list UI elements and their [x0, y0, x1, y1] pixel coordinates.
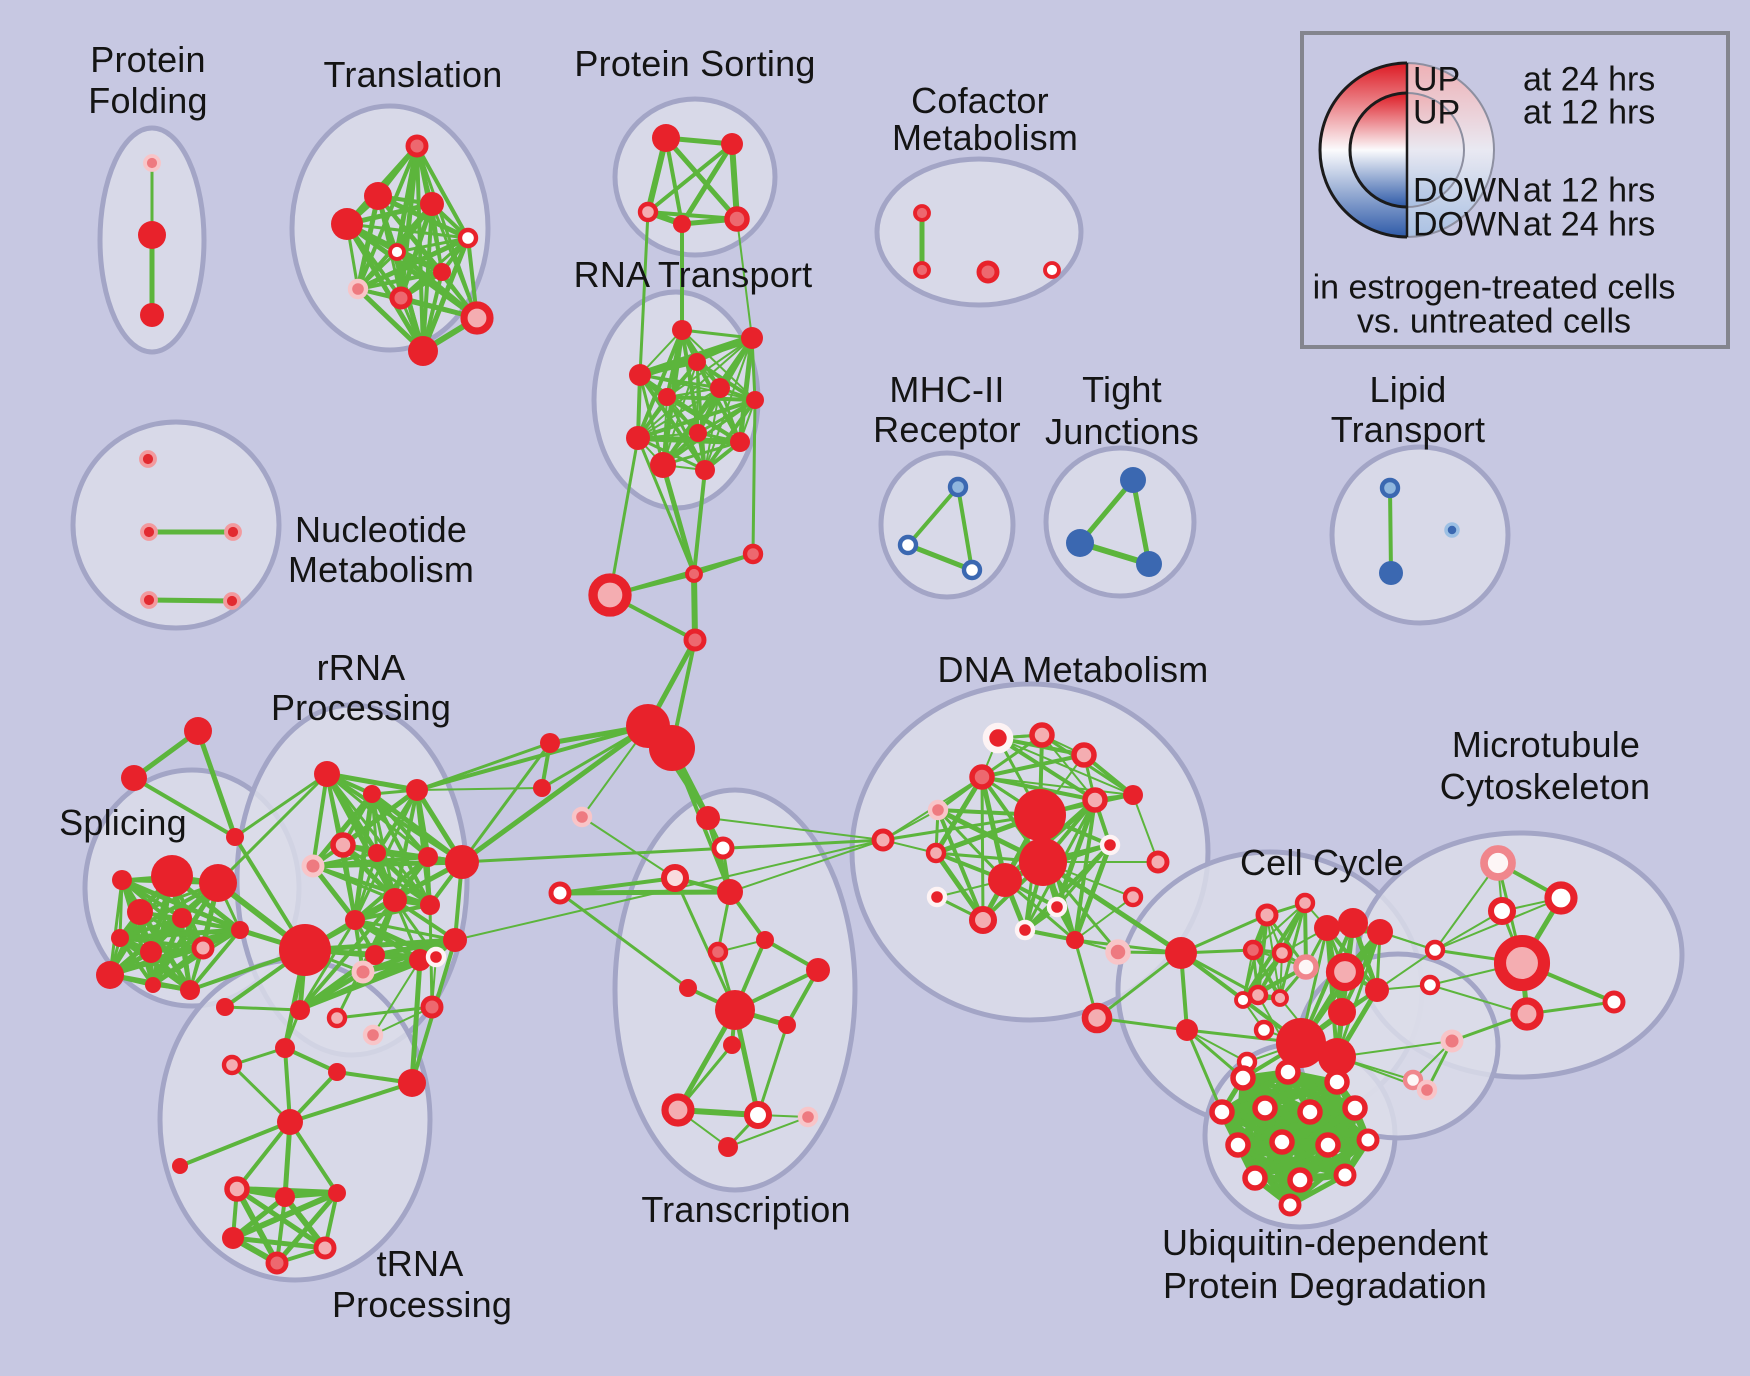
cluster-label-translation: Translation — [323, 54, 503, 95]
legend-up-12-time: at 12 hrs — [1523, 93, 1656, 132]
legend-caption-line2: vs. untreated cells — [1356, 302, 1632, 341]
cluster-label-rrna-line1: rRNA — [316, 647, 406, 688]
cluster-label-transcription: Transcription — [641, 1189, 851, 1230]
legend-down-12-label: DOWN — [1413, 171, 1521, 210]
legend-down-12-time: at 12 hrs — [1523, 171, 1656, 210]
cluster-label-dna: DNA Metabolism — [937, 649, 1209, 690]
legend-up-24-time: at 24 hrs — [1523, 60, 1656, 99]
legend-down-24-label: DOWN — [1413, 205, 1521, 244]
cluster-label-lipid-transport-line1: Lipid — [1369, 369, 1447, 410]
cluster-label-microtubule-line1: Microtubule — [1451, 724, 1641, 765]
legend-down-24-time: at 24 hrs — [1523, 205, 1656, 244]
cluster-label-cofactor-line2: Metabolism — [891, 117, 1079, 158]
cluster-label-nucleotide-line1: Nucleotide — [294, 509, 468, 550]
cluster-label-tight-junctions-line2: Junctions — [1045, 411, 1199, 452]
cluster-label-ubiquitin-line2: Protein Degradation — [1162, 1265, 1488, 1306]
cluster-label-rrna-line2: Processing — [270, 687, 452, 728]
cluster-label-rna-transport: RNA Transport — [573, 254, 813, 295]
cluster-label-microtubule-line2: Cytoskeleton — [1439, 766, 1651, 807]
cluster-label-ubiquitin-line1: Ubiquitin-dependent — [1161, 1222, 1489, 1263]
cluster-label-mhc-line1: MHC-II — [889, 369, 1005, 410]
cluster-label-protein-folding-line1: Protein — [90, 39, 206, 80]
cluster-label-trna-line2: Processing — [331, 1284, 513, 1325]
cluster-label-cofactor-line1: Cofactor — [911, 80, 1049, 121]
cluster-label-tight-junctions-line1: Tight — [1082, 369, 1162, 410]
cluster-label-protein-sorting: Protein Sorting — [574, 43, 816, 84]
cluster-label-mhc-line2: Receptor — [873, 409, 1021, 450]
legend-caption-line1: in estrogen-treated cells — [1312, 268, 1676, 307]
cluster-label-cell-cycle: Cell Cycle — [1239, 842, 1405, 883]
cluster-label-nucleotide-line2: Metabolism — [287, 549, 475, 590]
cluster-label-lipid-transport-line2: Transport — [1330, 409, 1486, 450]
legend-up-24-label: UP — [1413, 60, 1461, 99]
cluster-label-protein-folding-line2: Folding — [88, 80, 208, 121]
cluster-label-trna-line1: tRNA — [376, 1243, 464, 1284]
legend-up-12-label: UP — [1413, 93, 1461, 132]
cluster-label-splicing: Splicing — [59, 802, 187, 843]
legend — [1300, 31, 1730, 349]
